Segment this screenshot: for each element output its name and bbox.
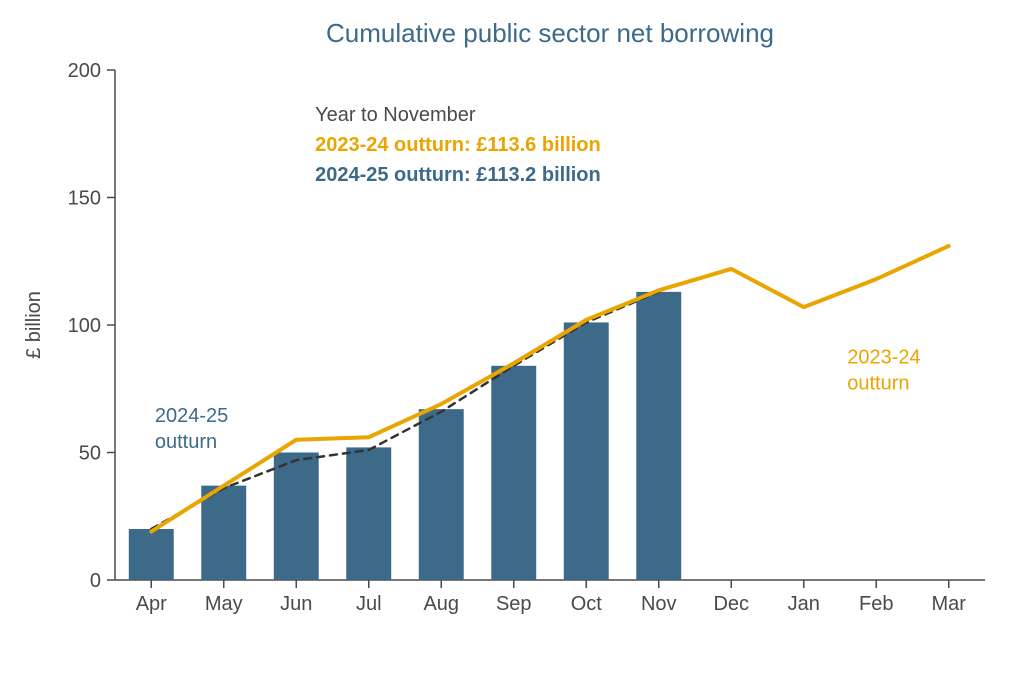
inline-label: outturn: [847, 372, 909, 394]
x-tick-label: May: [205, 593, 243, 615]
chart-title: Cumulative public sector net borrowing: [326, 18, 774, 48]
bar: [419, 409, 464, 580]
bar: [274, 453, 319, 581]
bar: [564, 322, 609, 580]
inline-label: outturn: [155, 431, 217, 453]
y-tick-label: 0: [90, 570, 101, 592]
y-tick-label: 50: [79, 443, 101, 465]
bar: [201, 486, 246, 580]
x-tick-label: Mar: [932, 593, 967, 615]
legend-line: 2024-25 outturn: £113.2 billion: [315, 164, 601, 186]
chart-svg: Cumulative public sector net borrowing 0 5…: [0, 0, 1024, 683]
bar: [129, 529, 174, 580]
y-tick-label: 200: [68, 60, 101, 82]
y-axis-label: £ billion: [23, 291, 45, 359]
y-tick-label: 150: [68, 188, 101, 210]
legend-line: 2023-24 outturn: £113.6 billion: [315, 134, 601, 156]
inline-label: 2023-24: [847, 346, 920, 368]
x-tick-label: Sep: [496, 593, 532, 615]
bar: [636, 292, 681, 580]
x-tick-label: Dec: [713, 593, 749, 615]
line-2023-24: [151, 246, 949, 532]
inline-label: 2024-25: [155, 405, 228, 427]
legend-line: Year to November: [315, 104, 476, 126]
bar: [346, 447, 391, 580]
x-tick-label: Jun: [280, 593, 312, 615]
x-tick-label: Aug: [423, 593, 459, 615]
chart-container: Cumulative public sector net borrowing 0 5…: [0, 0, 1024, 683]
x-tick-label: Apr: [136, 593, 167, 615]
x-tick-label: Oct: [571, 593, 603, 615]
x-tick-label: Nov: [641, 593, 677, 615]
x-tick-label: Jan: [788, 593, 820, 615]
x-tick-label: Jul: [356, 593, 382, 615]
y-tick-label: 100: [68, 315, 101, 337]
x-tick-label: Feb: [859, 593, 893, 615]
bar: [491, 366, 536, 580]
